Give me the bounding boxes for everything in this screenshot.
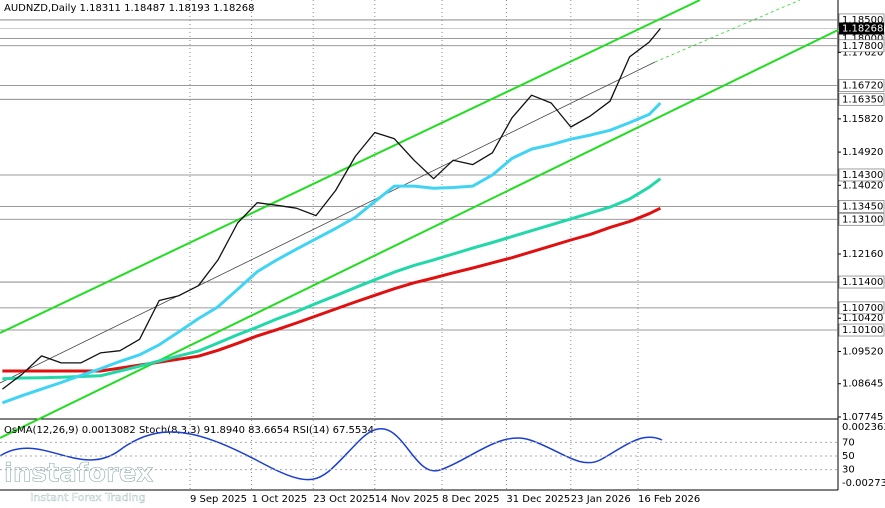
level-label-box <box>838 168 885 182</box>
oscillator-curve <box>0 428 663 481</box>
level-label-box <box>838 212 885 226</box>
plot <box>1 28 662 405</box>
y-tick-label: 1.08645 <box>842 379 883 390</box>
y-tick-label: 1.12160 <box>842 249 883 260</box>
indicator-tick-label: 70 <box>842 437 855 448</box>
level-label: 1.13450 <box>842 201 883 212</box>
indicator-tick-label: 30 <box>842 465 855 476</box>
indicator-tick-label: 50 <box>842 451 855 462</box>
series-line <box>2 206 662 373</box>
x-tick-label: 1 Oct 2025 <box>252 494 307 505</box>
current-price-label: 1.18268 <box>842 23 883 34</box>
watermark-brand: instaforex <box>4 459 154 489</box>
level-label-box <box>838 39 885 53</box>
y-tick-label: 1.10420 <box>842 313 883 324</box>
watermark-tagline: Instant Forex Trading <box>30 491 146 504</box>
x-tick-label: 9 Sep 2025 <box>190 494 247 505</box>
indicator-bottom-label: -0.002731 <box>842 478 885 489</box>
level-label: 1.13100 <box>842 214 883 225</box>
level-label: 1.18000 <box>842 33 883 44</box>
y-tick-label: 1.15820 <box>842 114 883 125</box>
current-price-box <box>839 22 884 35</box>
x-tick-label: 8 Dec 2025 <box>442 494 500 505</box>
level-label-box <box>838 301 885 315</box>
level-label: 1.16720 <box>842 81 883 92</box>
level-label: 1.18500 <box>842 15 883 26</box>
level-label-box <box>838 200 885 213</box>
x-tick-label: 31 Dec 2025 <box>506 494 570 505</box>
y-tick-label: 1.14020 <box>842 180 883 191</box>
indicator-title: OsMA(12,26,9) 0.0013082 Stoch(8,3,3) 91.… <box>4 425 374 436</box>
indicator-top-label: 0.002363 <box>842 422 885 433</box>
x-tick-label: 23 Oct 2025 <box>313 494 375 505</box>
channel-lower <box>0 29 839 439</box>
x-tick-label: 23 Jan 2026 <box>571 494 631 505</box>
level-label-box <box>838 79 885 92</box>
series-line <box>1 101 662 405</box>
x-tick-label: 14 Nov 2025 <box>375 494 439 505</box>
level-label: 1.16350 <box>842 94 883 105</box>
level-label: 1.10100 <box>842 325 883 336</box>
level-label: 1.17800 <box>842 41 883 52</box>
y-tick-label: 1.09520 <box>842 346 883 357</box>
chart-header: AUDNZD,Daily 1.18311 1.18487 1.18193 1.1… <box>4 3 255 14</box>
level-label-box <box>838 323 885 337</box>
level-label-box <box>838 92 885 106</box>
grid <box>0 0 838 490</box>
level-label: 1.10700 <box>842 303 883 314</box>
y-tick-label: 1.07745 <box>842 412 883 423</box>
y-tick-label: 1.17620 <box>842 47 883 58</box>
series-line <box>2 177 662 381</box>
channel-middle <box>0 61 656 384</box>
channel-extension <box>654 0 801 63</box>
series-line <box>2 28 661 390</box>
level-label-box <box>838 275 885 289</box>
y-tick-label: 1.14920 <box>842 147 883 158</box>
level-label: 1.14300 <box>842 170 883 181</box>
x-tick-label: 16 Feb 2026 <box>638 494 700 505</box>
level-label: 1.11400 <box>842 277 883 288</box>
